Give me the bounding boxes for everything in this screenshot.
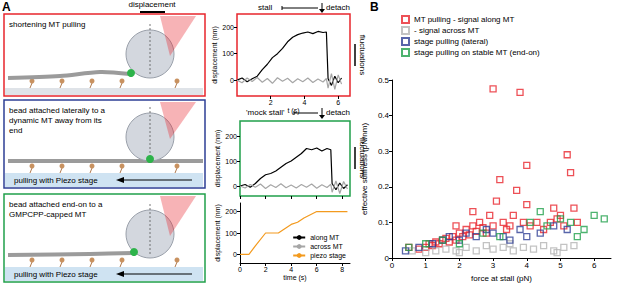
svg-text:fluctuations: fluctuations xyxy=(358,35,367,75)
svg-text:'mock stall': 'mock stall' xyxy=(246,108,285,117)
svg-text:6: 6 xyxy=(315,266,319,273)
svg-text:GMPCPP-capped MT: GMPCPP-capped MT xyxy=(9,210,86,219)
svg-text:200: 200 xyxy=(222,24,234,31)
svg-text:pulling with Piezo stage: pulling with Piezo stage xyxy=(14,176,98,185)
svg-text:0.4: 0.4 xyxy=(378,111,390,120)
svg-text:8: 8 xyxy=(340,266,344,273)
svg-text:displacement (nm): displacement (nm) xyxy=(214,130,222,188)
svg-text:stage pulling (lateral): stage pulling (lateral) xyxy=(414,37,489,46)
svg-text:stage pulling on stable MT (en: stage pulling on stable MT (end-on) xyxy=(414,48,540,57)
svg-text:0.2: 0.2 xyxy=(378,182,390,191)
svg-text:displacement (nm): displacement (nm) xyxy=(214,204,222,262)
svg-text:5: 5 xyxy=(558,261,563,270)
svg-text:displacement (nm): displacement (nm) xyxy=(211,26,219,84)
svg-text:4: 4 xyxy=(525,261,530,270)
svg-text:1: 1 xyxy=(423,261,428,270)
svg-text:0.3: 0.3 xyxy=(378,147,390,156)
svg-text:end: end xyxy=(9,126,22,135)
svg-text:bead attached laterally to a: bead attached laterally to a xyxy=(9,106,107,115)
svg-text:0.5: 0.5 xyxy=(378,76,390,85)
svg-text:100: 100 xyxy=(225,230,237,237)
svg-text:time (s): time (s) xyxy=(283,274,306,282)
svg-text:across MT: across MT xyxy=(310,243,343,250)
svg-text:force at stall (pN): force at stall (pN) xyxy=(471,274,532,283)
svg-text:2: 2 xyxy=(269,99,273,106)
svg-text:0: 0 xyxy=(238,266,242,273)
svg-text:bead attached end-on to a: bead attached end-on to a xyxy=(9,200,105,209)
svg-text:200: 200 xyxy=(225,133,237,140)
svg-text:detach: detach xyxy=(326,108,350,117)
svg-text:A: A xyxy=(2,0,11,14)
svg-text:4: 4 xyxy=(303,99,307,106)
svg-text:4: 4 xyxy=(289,266,293,273)
svg-text:0: 0 xyxy=(233,183,237,190)
svg-text:200: 200 xyxy=(225,208,237,215)
svg-text:MT pulling - signal along MT: MT pulling - signal along MT xyxy=(414,15,514,24)
svg-text:effective stiffness (pN/nm): effective stiffness (pN/nm) xyxy=(359,122,369,216)
svg-text:- signal across MT: - signal across MT xyxy=(414,26,479,35)
svg-text:shortening MT pulling: shortening MT pulling xyxy=(9,20,85,29)
svg-text:0: 0 xyxy=(390,261,395,270)
svg-text:stall: stall xyxy=(258,3,272,12)
svg-text:t (s): t (s) xyxy=(287,107,299,115)
svg-text:2: 2 xyxy=(264,266,268,273)
svg-text:displacement: displacement xyxy=(128,0,176,9)
svg-text:piezo stage: piezo stage xyxy=(310,252,346,260)
svg-text:0.1: 0.1 xyxy=(378,218,390,227)
svg-text:along MT: along MT xyxy=(310,234,340,242)
svg-text:3: 3 xyxy=(491,261,496,270)
svg-text:pulling with Piezo stage: pulling with Piezo stage xyxy=(14,270,98,279)
svg-text:6: 6 xyxy=(592,261,597,270)
svg-text:6: 6 xyxy=(336,99,340,106)
svg-text:B: B xyxy=(370,0,379,14)
svg-text:0: 0 xyxy=(233,251,237,258)
svg-text:dynamic MT away from its: dynamic MT away from its xyxy=(9,116,104,125)
svg-text:fluctuations: fluctuations xyxy=(358,138,367,178)
svg-text:2: 2 xyxy=(457,261,462,270)
svg-text:detach: detach xyxy=(326,3,350,12)
svg-text:100: 100 xyxy=(225,158,237,165)
svg-text:100: 100 xyxy=(222,50,234,57)
svg-text:0: 0 xyxy=(384,253,389,263)
svg-text:0: 0 xyxy=(230,77,234,84)
